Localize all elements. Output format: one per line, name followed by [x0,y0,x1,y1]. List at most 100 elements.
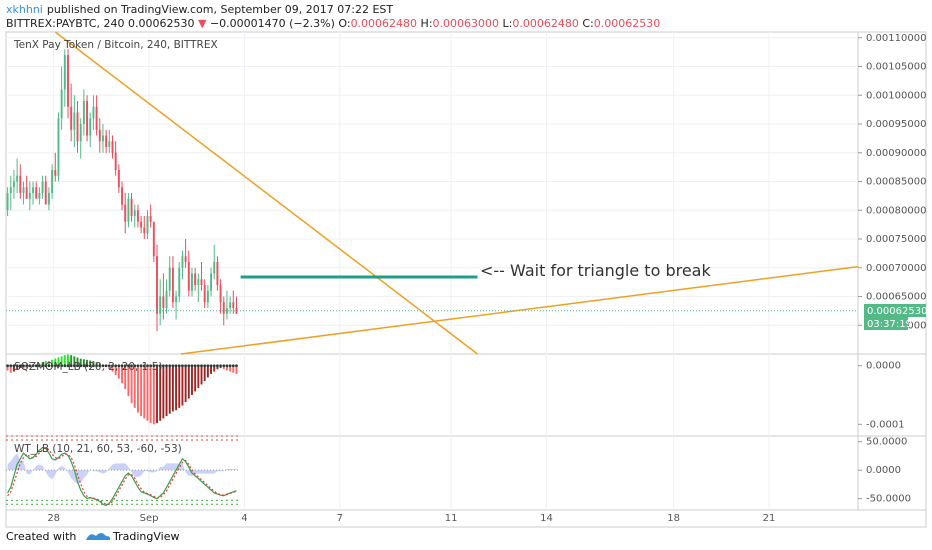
candle-body [67,55,69,107]
candle-body [98,129,101,142]
time-axis[interactable]: 28 Sep 4 7 11 14 18 21 [47,513,775,524]
squeeze-dot [114,364,118,368]
candle-body [219,285,222,303]
momentum-bar [114,365,117,376]
time-tick-label: 7 [337,513,343,524]
squeeze-dot [228,364,232,368]
squeeze-dot [174,364,178,368]
wavetrend-tick-label: 50.0000 [866,437,907,448]
candle-body [60,89,63,119]
candle-body [168,267,171,291]
candle-body [225,308,228,314]
squeeze-dot [85,364,89,368]
time-tick-label: 21 [763,513,776,524]
ticker-arrow: ▼ [198,17,207,30]
candle-body [95,106,98,130]
squeeze-dot [146,364,149,368]
momentum-bar [181,365,184,406]
momentum-bar [168,365,171,414]
momentum-bar [136,365,139,413]
candle-body [47,193,50,205]
candle-body [136,210,139,222]
candle-body [184,256,187,262]
squeeze-dot [171,364,175,368]
squeeze-dot [28,364,32,368]
candle-body [82,101,85,124]
momentum-bar [54,358,57,366]
momentum-bar [213,365,216,372]
momentum-bar [146,365,149,421]
squeeze-dot [50,364,54,368]
momentum-bar [235,365,238,374]
squeeze-dot [98,364,102,368]
candle-body [32,187,34,193]
squeeze-dot [25,364,29,368]
candle-body [22,187,25,193]
candle-body [111,141,114,153]
squeeze-dot [190,364,194,368]
time-tick-label: 4 [241,513,247,524]
momentum-bar [60,356,63,366]
momentum-bar [216,365,219,370]
squeeze-dot [136,364,140,368]
candle-body [92,106,95,119]
candle-body [235,308,238,314]
price-tick-label: 0.00070000 [866,263,926,274]
momentum-bar [165,365,168,417]
candle-body [146,216,149,234]
squeeze-dot [139,364,143,368]
candle-body [28,193,31,199]
squeeze-dot [161,364,165,368]
candle-body [12,181,15,188]
trendline-descending [54,31,478,355]
candle-body [181,256,184,268]
candle-body [89,118,92,136]
candle-body [127,198,130,222]
price-tick-label: 0.00095000 [866,119,926,130]
momentum-bar [156,365,158,424]
ticker-low-label: L: [503,17,513,30]
wavetrend-tick-label: 0.0000 [866,465,901,476]
momentum-bar [117,365,120,379]
momentum-bar [67,354,69,366]
squeeze-dot [47,364,51,368]
squeeze-dot [6,364,9,368]
squeeze-dot [66,364,70,368]
momentum-tick-label: -0.0001 [866,419,905,430]
squeeze-dot [216,364,219,368]
candle-body [232,302,235,308]
time-tick-label: Sep [140,513,159,524]
candle-body [9,187,12,193]
momentum-bar [127,365,130,397]
squeeze-dot [111,364,114,368]
candle-body [6,193,9,211]
candle-body [41,181,44,193]
footer-brand[interactable]: TradingView [112,530,179,543]
squeeze-dot [117,364,121,368]
tradingview-logo-icon [86,533,111,540]
squeeze-dot [133,364,137,368]
ticker-low: 0.00062480 [512,17,578,30]
candle-body [44,181,47,205]
squeeze-dot [225,364,229,368]
sqzmom-pane-title: SQZMOM_LB (20, 2, 20, 1.5) [14,361,162,373]
candle-body [175,296,178,303]
annotation-text[interactable]: <-- Wait for triangle to break [480,261,711,280]
ticker-open: 0.00062480 [351,17,417,30]
squeeze-dot [196,364,200,368]
price-tick-label: 0.00110000 [866,33,926,44]
candle-body [191,273,193,291]
momentum-bar [70,355,73,366]
momentum-bar [16,365,19,370]
momentum-bar [41,362,44,366]
momentum-bar [82,359,85,366]
squeeze-dot [9,364,13,368]
header-user[interactable]: xkhhni [6,3,43,16]
candle-body [165,290,168,308]
wavetrend-line-2 [7,446,237,505]
momentum-bar [124,365,127,390]
candle-body [35,187,38,199]
time-tick-label: 28 [47,513,60,524]
squeeze-dot [107,364,111,368]
price-tick-label: 0.00075000 [866,234,926,245]
